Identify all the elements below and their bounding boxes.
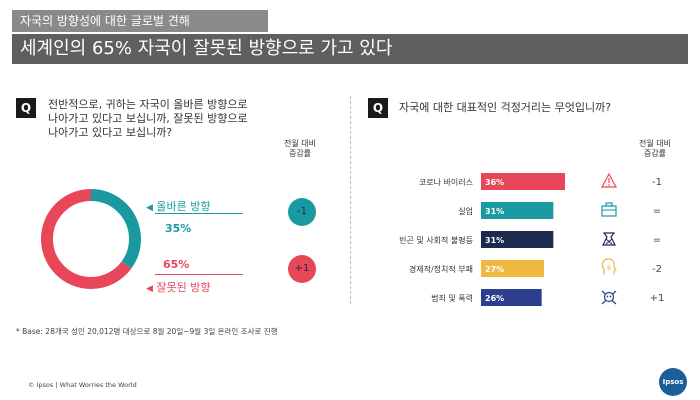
bar-category-label: 빈곤 및 사회적 불평등	[399, 235, 473, 245]
bar-change-value: =	[653, 206, 661, 217]
legend-underline	[155, 213, 243, 214]
bar-category-label: 코로나 바이러스	[419, 177, 473, 187]
page-title: 세계인의 65% 자국이 잘못된 방향으로 가고 있다	[12, 34, 688, 64]
bar	[481, 231, 554, 248]
bar-category-label: 범죄 및 폭력	[431, 293, 473, 303]
change-header-line: 증감률	[288, 149, 312, 158]
bar-change-value: =	[653, 235, 661, 246]
bar-value-label: 27%	[485, 265, 504, 274]
arrow-left-icon: ◀	[146, 203, 153, 213]
bar-change-value: -1	[652, 177, 662, 188]
arrow-left-icon: ◀	[146, 284, 153, 294]
money-bag-icon	[602, 232, 616, 246]
bar	[481, 289, 542, 306]
svg-text:$: $	[607, 264, 611, 272]
legend-label: 올바른 방향	[156, 200, 211, 213]
question-line: 전반적으로, 귀하는 자국이 올바른 방향으로	[48, 98, 248, 111]
bar-category-label: 실업	[458, 206, 473, 216]
warning-triangle-icon	[600, 172, 618, 188]
change-circle-right: -1	[288, 198, 316, 226]
legend-label: 잘못된 방향	[156, 281, 211, 294]
bar-change-value: -2	[652, 264, 662, 275]
change-circle-wrong: +1	[288, 255, 316, 283]
question-line: 나아가고 있다고 보십니까?	[48, 126, 173, 139]
bar-value-label: 31%	[485, 207, 504, 216]
legend-underline	[155, 274, 243, 275]
question-badge-left: Q	[16, 98, 36, 118]
change-header-right: 전월 대비 증감률	[632, 139, 678, 159]
ipsos-logo: Ipsos	[659, 368, 687, 396]
footer-copyright: © Ipsos | What Worries the World	[28, 381, 137, 389]
legend-right-direction: ◀ 올바른 방향	[146, 198, 211, 214]
skull-crossbones-icon	[601, 290, 617, 305]
question-badge-right: Q	[368, 98, 388, 118]
value-wrong-direction: 65%	[163, 258, 190, 271]
bar-value-label: 36%	[485, 178, 504, 187]
change-header-line: 증감률	[643, 149, 667, 158]
question-text-left: 전반적으로, 귀하는 자국이 올바른 방향으로 나아가고 있다고 보십니까, 잘…	[48, 98, 288, 140]
bar	[481, 173, 565, 190]
briefcase-icon	[601, 202, 617, 217]
value-right-direction: 35%	[165, 222, 192, 235]
donut-slice	[41, 189, 141, 289]
bar-change-value: +1	[650, 293, 665, 304]
bar	[481, 260, 544, 277]
change-header-left: 전월 대비 증감률	[277, 139, 323, 159]
bar-value-label: 31%	[485, 236, 504, 245]
head-dollar-icon: $	[601, 258, 617, 275]
bar-category-label: 경제적/정치적 부패	[409, 264, 473, 274]
change-header-line: 전월 대비	[284, 139, 316, 148]
change-header-line: 전월 대비	[639, 139, 671, 148]
bar	[481, 202, 554, 219]
bar-value-label: 26%	[485, 294, 504, 303]
legend-wrong-direction: ◀ 잘못된 방향	[146, 279, 211, 295]
panel-divider	[350, 96, 351, 304]
footnote: * Base: 28개국 성인 20,012명 대상으로 8월 20일~9월 3…	[16, 327, 278, 336]
question-line: 나아가고 있다고 보십니까, 잘못된 방향으로	[48, 112, 248, 125]
question-text-right: 자국에 대한 대표적인 걱정거리는 무엇입니까?	[399, 101, 612, 114]
section-subtitle: 자국의 방향성에 대한 글로벌 견해	[12, 10, 268, 32]
